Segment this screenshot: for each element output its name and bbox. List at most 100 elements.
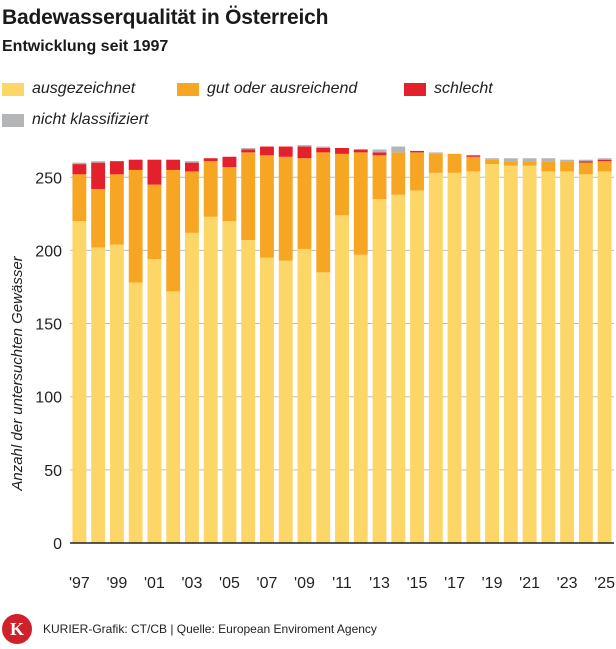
x-tick-label: '97: [69, 575, 90, 592]
bar-segment-schlecht-2012: [353, 149, 368, 153]
bar-segment-gut-oder-ausreichend-2000: [128, 169, 143, 283]
bar-segment-gut-oder-ausreichend-2015: [410, 152, 424, 191]
kurier-logo: K: [2, 614, 32, 644]
bar-segment-ausgezeichnet-2009: [297, 248, 312, 543]
legend-swatch: [177, 82, 199, 96]
bar-segment-gut-oder-ausreichend-2018: [466, 156, 481, 172]
bar-segment-gut-oder-ausreichend-2024: [578, 162, 593, 175]
legend-swatch: [2, 82, 24, 96]
bar-segment-ausgezeichnet-2021: [522, 165, 537, 544]
legend-item-gut-oder-ausreichend: gut oder ausreichend: [177, 80, 357, 98]
y-tick-label: 200: [35, 243, 62, 260]
bar-segment-ausgezeichnet-2003: [184, 232, 199, 543]
bar-segment-ausgezeichnet-2007: [260, 257, 274, 543]
legend-item-schlecht: schlecht: [404, 80, 493, 98]
bar-segment-gut-oder-ausreichend-2006: [241, 152, 256, 241]
x-tick-label: '15: [407, 575, 428, 592]
bar-segment-gut-oder-ausreichend-2007: [260, 155, 274, 258]
bar-segment-nicht-klassifiziert-2019: [485, 158, 500, 160]
bar-segment-nicht-klassifiziert-2016: [428, 152, 443, 154]
bar-segment-ausgezeichnet-1997: [72, 221, 87, 544]
bar-segment-schlecht-2000: [128, 159, 143, 170]
x-tick-label: '05: [219, 575, 240, 592]
x-tick-label: '01: [144, 575, 165, 592]
bar-segment-schlecht-2007: [260, 146, 274, 156]
x-tick-label: '11: [332, 575, 352, 592]
bar-segment-ausgezeichnet-2019: [485, 164, 500, 543]
bar-segment-schlecht-2024: [578, 161, 593, 163]
bar-segment-ausgezeichnet-2016: [428, 172, 443, 543]
legend-swatch: [404, 82, 426, 96]
bar-segment-ausgezeichnet-2008: [278, 260, 293, 543]
bar-segment-gut-oder-ausreichend-2003: [184, 171, 199, 233]
x-tick-label: '17: [444, 575, 465, 592]
bar-segment-schlecht-2001: [147, 159, 162, 185]
footer: K KURIER-Grafik: CT/CB | Quelle: Europea…: [2, 614, 377, 644]
legend-item-nicht-klassifiziert: nicht klassifiziert: [2, 111, 148, 129]
bar-segment-schlecht-2005: [222, 156, 237, 168]
bar-segment-schlecht-2013: [372, 152, 387, 156]
bar-segment-ausgezeichnet-2001: [147, 259, 162, 543]
bar-segment-gut-oder-ausreichend-2004: [203, 161, 218, 217]
bar-segment-gut-oder-ausreichend-2022: [541, 161, 556, 172]
bar-segment-nicht-klassifiziert-2024: [578, 159, 593, 162]
bar-segment-nicht-klassifiziert-1998: [91, 161, 106, 163]
bar-segment-nicht-klassifiziert-2025: [597, 158, 612, 160]
bar-segment-gut-oder-ausreichend-2014: [391, 152, 406, 195]
bar-segment-gut-oder-ausreichend-2010: [316, 152, 331, 273]
bar-segment-ausgezeichnet-2024: [578, 174, 593, 544]
x-tick-label: '03: [182, 575, 203, 592]
y-tick-label: 0: [53, 536, 62, 553]
bar-segment-ausgezeichnet-2012: [353, 254, 368, 543]
x-tick-label: '21: [519, 575, 540, 592]
bar-segment-nicht-klassifiziert-1997: [72, 162, 87, 165]
x-tick-label: '23: [557, 575, 578, 592]
bar-segment-ausgezeichnet-2002: [166, 291, 181, 543]
chart-title: Badewasserqualität in Österreich: [2, 6, 329, 29]
bar-segment-ausgezeichnet-2011: [335, 215, 349, 543]
bar-segment-ausgezeichnet-2018: [466, 171, 481, 543]
bar-segment-gut-oder-ausreichend-1997: [72, 174, 87, 222]
bar-segment-ausgezeichnet-2020: [503, 165, 518, 544]
y-tick-label: 50: [44, 463, 62, 480]
bar-segment-nicht-klassifiziert-2014: [391, 146, 406, 153]
bar-segment-ausgezeichnet-2017: [447, 172, 462, 543]
bar-segment-ausgezeichnet-2014: [391, 194, 406, 543]
bar-segment-schlecht-1998: [91, 162, 106, 189]
legend-item-ausgezeichnet: ausgezeichnet: [2, 80, 135, 98]
bar-segment-ausgezeichnet-2006: [241, 240, 256, 543]
bar-segment-ausgezeichnet-2022: [541, 171, 556, 543]
bar-segment-nicht-klassifiziert-2023: [560, 159, 575, 162]
bar-segment-schlecht-2009: [297, 146, 312, 159]
x-tick-label: '07: [257, 575, 278, 592]
bar-segment-gut-oder-ausreichend-2009: [297, 158, 312, 249]
legend-label: ausgezeichnet: [32, 80, 136, 97]
bar-segment-nicht-klassifiziert-2013: [372, 149, 387, 153]
legend: ausgezeichnet gut oder ausreichend schle…: [0, 78, 616, 134]
bar-segment-ausgezeichnet-2013: [372, 199, 387, 543]
bar-segment-schlecht-2004: [203, 158, 218, 162]
bar-segment-gut-oder-ausreichend-2019: [485, 159, 500, 165]
bar-segment-schlecht-2010: [316, 148, 331, 153]
x-tick-label: '99: [106, 575, 127, 592]
bar-segment-schlecht-2025: [597, 159, 612, 162]
stacked-bar-chart: 0 50 100 150 200 250 Anzahl der untersuchten G…: [9, 145, 615, 592]
bar-segment-schlecht-2002: [166, 159, 181, 170]
bar-segment-ausgezeichnet-2025: [597, 171, 612, 543]
bar-segment-nicht-klassifiziert-2009: [297, 145, 312, 147]
bar-segment-schlecht-2006: [241, 149, 256, 153]
bar-segment-ausgezeichnet-1998: [91, 247, 106, 543]
bar-segment-gut-oder-ausreichend-2025: [597, 161, 612, 172]
bar-segment-gut-oder-ausreichend-2017: [447, 153, 462, 173]
bar-segment-ausgezeichnet-2010: [316, 272, 331, 543]
bar-segment-schlecht-1999: [109, 161, 124, 175]
bar-segment-nicht-klassifiziert-2022: [541, 158, 556, 162]
bar-segment-nicht-klassifiziert-2003: [184, 161, 199, 163]
legend-label: schlecht: [434, 80, 493, 97]
bar-segment-gut-oder-ausreichend-2021: [522, 161, 537, 166]
bar-segment-gut-oder-ausreichend-2020: [503, 161, 518, 166]
bar-segment-ausgezeichnet-2005: [222, 221, 237, 544]
legend-label: gut oder ausreichend: [207, 80, 358, 97]
bar-segment-gut-oder-ausreichend-1998: [91, 188, 106, 248]
bar-segment-schlecht-2003: [184, 162, 199, 172]
